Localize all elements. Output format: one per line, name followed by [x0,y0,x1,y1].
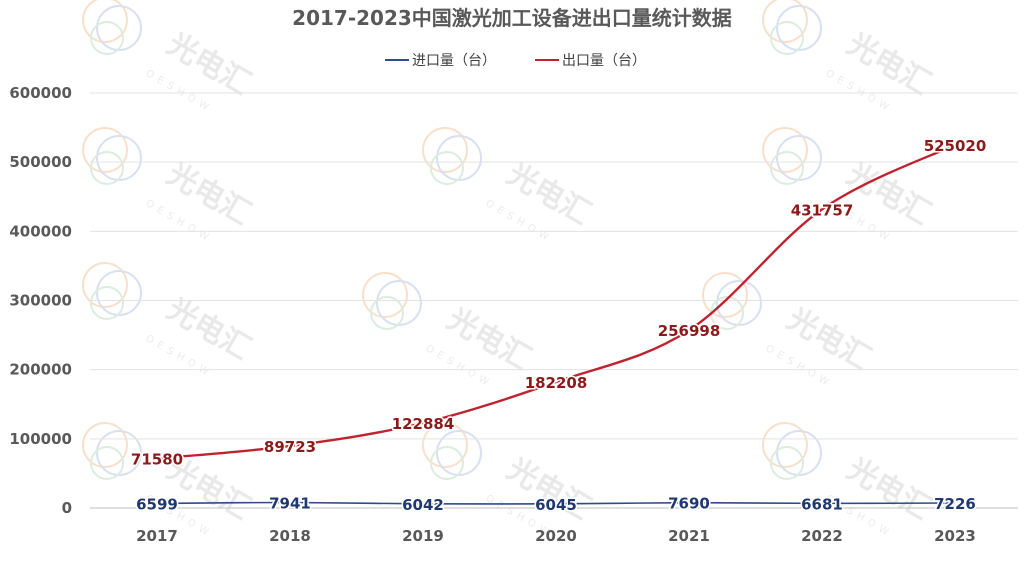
export-data-label: 431757 [791,201,854,219]
x-tick-label: 2020 [535,527,577,545]
export-data-label: 89723 [264,438,316,456]
import-data-label: 7941 [269,495,311,513]
x-axis: 2017 2018 2019 2020 2021 2022 2023 [136,527,976,545]
export-data-label: 71580 [131,450,183,468]
x-tick-label: 2018 [269,527,311,545]
y-tick-label: 400000 [9,222,72,240]
import-data-label: 6599 [136,495,178,513]
import-data-label: 6681 [801,495,843,513]
legend-label: 出口量（台） [562,53,646,69]
export-data-label: 122884 [392,415,455,433]
y-tick-label: 300000 [9,292,72,310]
legend-item: 出口量（台） [535,53,646,69]
x-tick-label: 2021 [668,527,710,545]
y-tick-label: 600000 [9,84,72,102]
y-tick-label: 100000 [9,430,72,448]
grid-lines [90,92,1018,509]
watermark-layer: 光电汇OESHOW光电汇OESHOW光电汇OESHOW光电汇OESHOW光电汇O… [82,0,936,541]
export-data-label: 182208 [525,374,588,392]
y-tick-label: 500000 [9,153,72,171]
x-tick-label: 2022 [801,527,843,545]
legend: 进口量（台） 出口量（台） [385,53,646,69]
x-tick-label: 2019 [402,527,444,545]
export-data-label: 525020 [924,137,987,155]
x-tick-label: 2017 [136,527,178,545]
y-tick-label: 0 [62,499,72,517]
import-data-label: 7226 [934,495,976,513]
chart-title: 2017-2023中国激光加工设备进出口量统计数据 [292,6,732,30]
y-axis: 0 100000 200000 300000 400000 500000 600000 [9,84,72,517]
data-labels: 6599 7941 6042 6045 7690 6681 7226 71580 89723 12… [129,135,987,515]
import-data-label: 7690 [668,495,710,513]
legend-item: 进口量（台） [385,53,496,69]
x-tick-label: 2023 [934,527,976,545]
import-series-line [156,501,956,505]
legend-label: 进口量（台） [412,53,496,69]
export-series-line [156,143,956,460]
series-layer [156,143,956,505]
import-data-label: 6045 [535,496,577,514]
import-data-label: 6042 [402,496,444,514]
y-tick-label: 200000 [9,361,72,379]
export-data-label: 256998 [658,322,721,340]
